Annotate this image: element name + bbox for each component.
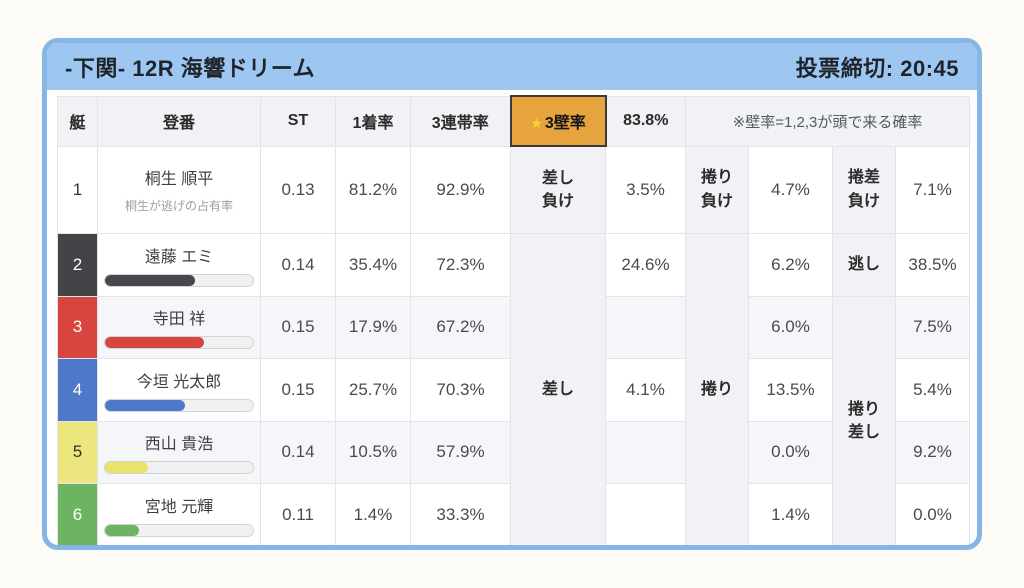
- makurisashi-make-value: 7.1%: [894, 145, 971, 234]
- makurisashi-value: 5.4%: [894, 357, 971, 422]
- top3-rate-value: 67.2%: [410, 295, 511, 359]
- makuri-make-label: 捲り 負け: [685, 145, 749, 234]
- racer-row-4: 4 今垣 光太郎 0.15 25.7% 70.3% 4.1% 13.5% 5.4…: [57, 357, 971, 422]
- st-value: 0.14: [260, 420, 336, 484]
- makuri-value: 6.0%: [748, 295, 833, 359]
- stats-table-wrap: 艇 登番 ST 1着率 3連帯率 ★ 3壁率 83.8% ※壁率=1,2,3が頭で…: [47, 90, 977, 545]
- race-title: -下関- 12R 海響ドリーム: [65, 55, 316, 81]
- stat-bar-fill: [105, 524, 140, 536]
- race-card: -下関- 12R 海響ドリーム 投票締切: 20:45 艇 登番 ST 1着率 …: [42, 38, 982, 550]
- race-header: -下関- 12R 海響ドリーム 投票締切: 20:45: [47, 43, 977, 90]
- boat-number: 3: [57, 295, 98, 359]
- table-header-row: 艇 登番 ST 1着率 3連帯率 ★ 3壁率 83.8% ※壁率=1,2,3が頭で…: [57, 95, 971, 147]
- stat-bar-fill: [105, 337, 205, 348]
- racer-cell: 宮地 元輝: [97, 482, 261, 545]
- racer-cell: 今垣 光太郎: [97, 357, 261, 422]
- sashi-value: 4.1%: [605, 357, 686, 422]
- win-rate-value: 25.7%: [335, 357, 411, 422]
- win-rate-value: 35.4%: [335, 232, 411, 297]
- wall-rate-toggle[interactable]: ★ 3壁率: [509, 95, 607, 147]
- racer-cell: 遠藤 エミ: [97, 232, 261, 297]
- stat-bar-fill: [105, 399, 185, 411]
- sashi-merged-label: 差し: [510, 232, 606, 545]
- makurisashi-merged-label: 捲り 差し: [832, 295, 896, 545]
- sashi-value: [605, 420, 686, 484]
- col-header-top3-rate: 3連帯率: [410, 95, 511, 147]
- top3-rate-value: 72.3%: [410, 232, 511, 297]
- star-icon: ★: [530, 115, 543, 131]
- stat-bar: [104, 461, 254, 474]
- stat-bar: [104, 336, 254, 349]
- sashi-make-label: 差し 負け: [510, 145, 606, 234]
- stat-bar-fill: [105, 462, 148, 473]
- top3-rate-value: 92.9%: [410, 145, 511, 234]
- stats-table: 艇 登番 ST 1着率 3連帯率 ★ 3壁率 83.8% ※壁率=1,2,3が頭で…: [57, 95, 971, 545]
- racer-name: 西山 貴浩: [144, 436, 214, 453]
- st-value: 0.15: [260, 357, 336, 422]
- wall-rate-label: 3壁率: [544, 115, 586, 132]
- racer-row-5: 5 西山 貴浩 0.14 10.5% 57.9% 0.0% 9.2%: [57, 420, 971, 484]
- stat-bar-fill: [105, 274, 196, 286]
- st-value: 0.14: [260, 232, 336, 297]
- top3-rate-value: 57.9%: [410, 420, 511, 484]
- racer-name: 宮地 元輝: [144, 498, 214, 516]
- sashi-make-value: 3.5%: [605, 145, 686, 234]
- nigashi-label: 逃し: [832, 232, 896, 297]
- stat-bar: [104, 523, 254, 537]
- vote-deadline: 投票締切: 20:45: [795, 55, 959, 81]
- boat-number: 1: [57, 145, 98, 234]
- racer-row-6: 6 宮地 元輝 0.11 1.4% 33.3% 1.4% 0.0%: [57, 482, 971, 545]
- col-header-racer: 登番: [97, 95, 261, 147]
- racer-row-1: 1 桐生 順平 桐生が逃げの占有率 0.13 81.2% 92.9% 差し 負け…: [57, 145, 971, 234]
- boat-number: 5: [57, 420, 98, 484]
- makuri-make-value: 4.7%: [748, 145, 833, 234]
- racer-subtitle: 桐生が逃げの占有率: [124, 199, 233, 213]
- st-value: 0.15: [260, 295, 336, 359]
- win-rate-value: 17.9%: [335, 295, 411, 359]
- col-header-boat: 艇: [57, 95, 98, 147]
- makurisashi-value: 7.5%: [894, 295, 971, 359]
- stat-bar: [104, 273, 254, 287]
- wall-rate-value: 83.8%: [605, 95, 686, 147]
- racer-row-3: 3 寺田 祥 0.15 17.9% 67.2% 6.0% 捲り 差し 7.5%: [57, 295, 971, 545]
- sashi-value: [605, 295, 686, 359]
- boat-number: 6: [57, 482, 98, 545]
- sashi-value: 24.6%: [605, 232, 686, 297]
- stat-bar: [104, 398, 254, 412]
- makuri-merged-label: 捲り: [685, 232, 749, 545]
- st-value: 0.11: [260, 482, 336, 545]
- makurisashi-make-label: 捲差 負け: [832, 145, 896, 234]
- col-header-win-rate: 1着率: [335, 95, 411, 147]
- nigashi-value: 38.5%: [894, 232, 971, 297]
- makurisashi-value: 9.2%: [894, 420, 971, 484]
- racer-cell: 西山 貴浩: [97, 420, 261, 484]
- win-rate-value: 10.5%: [335, 420, 411, 484]
- makuri-value: 1.4%: [748, 482, 833, 545]
- racer-name: 桐生 順平: [144, 171, 214, 188]
- racer-name: 寺田 祥: [152, 311, 206, 328]
- racer-row-2: 2 遠藤 エミ 0.14 35.4% 72.3% 差し 24.6% 捲り 6.2…: [57, 232, 971, 545]
- racer-name: 遠藤 エミ: [144, 248, 214, 266]
- boat-number: 2: [57, 232, 98, 297]
- col-header-st: ST: [260, 95, 336, 147]
- st-value: 0.13: [260, 145, 336, 234]
- sashi-value: [605, 482, 686, 545]
- top3-rate-value: 70.3%: [410, 357, 511, 422]
- makurisashi-value: 0.0%: [894, 482, 971, 545]
- win-rate-value: 81.2%: [335, 145, 411, 234]
- makuri-value: 0.0%: [748, 420, 833, 484]
- racer-cell: 寺田 祥: [97, 295, 261, 359]
- racer-cell: 桐生 順平 桐生が逃げの占有率: [97, 145, 261, 234]
- boat-number: 4: [57, 357, 98, 422]
- top3-rate-value: 33.3%: [410, 482, 511, 545]
- win-rate-value: 1.4%: [335, 482, 411, 545]
- racer-name: 今垣 光太郎: [136, 373, 222, 391]
- makuri-value: 13.5%: [748, 357, 833, 422]
- wall-rate-note: ※壁率=1,2,3が頭で来る確率: [684, 95, 971, 147]
- makuri-value: 6.2%: [748, 232, 833, 297]
